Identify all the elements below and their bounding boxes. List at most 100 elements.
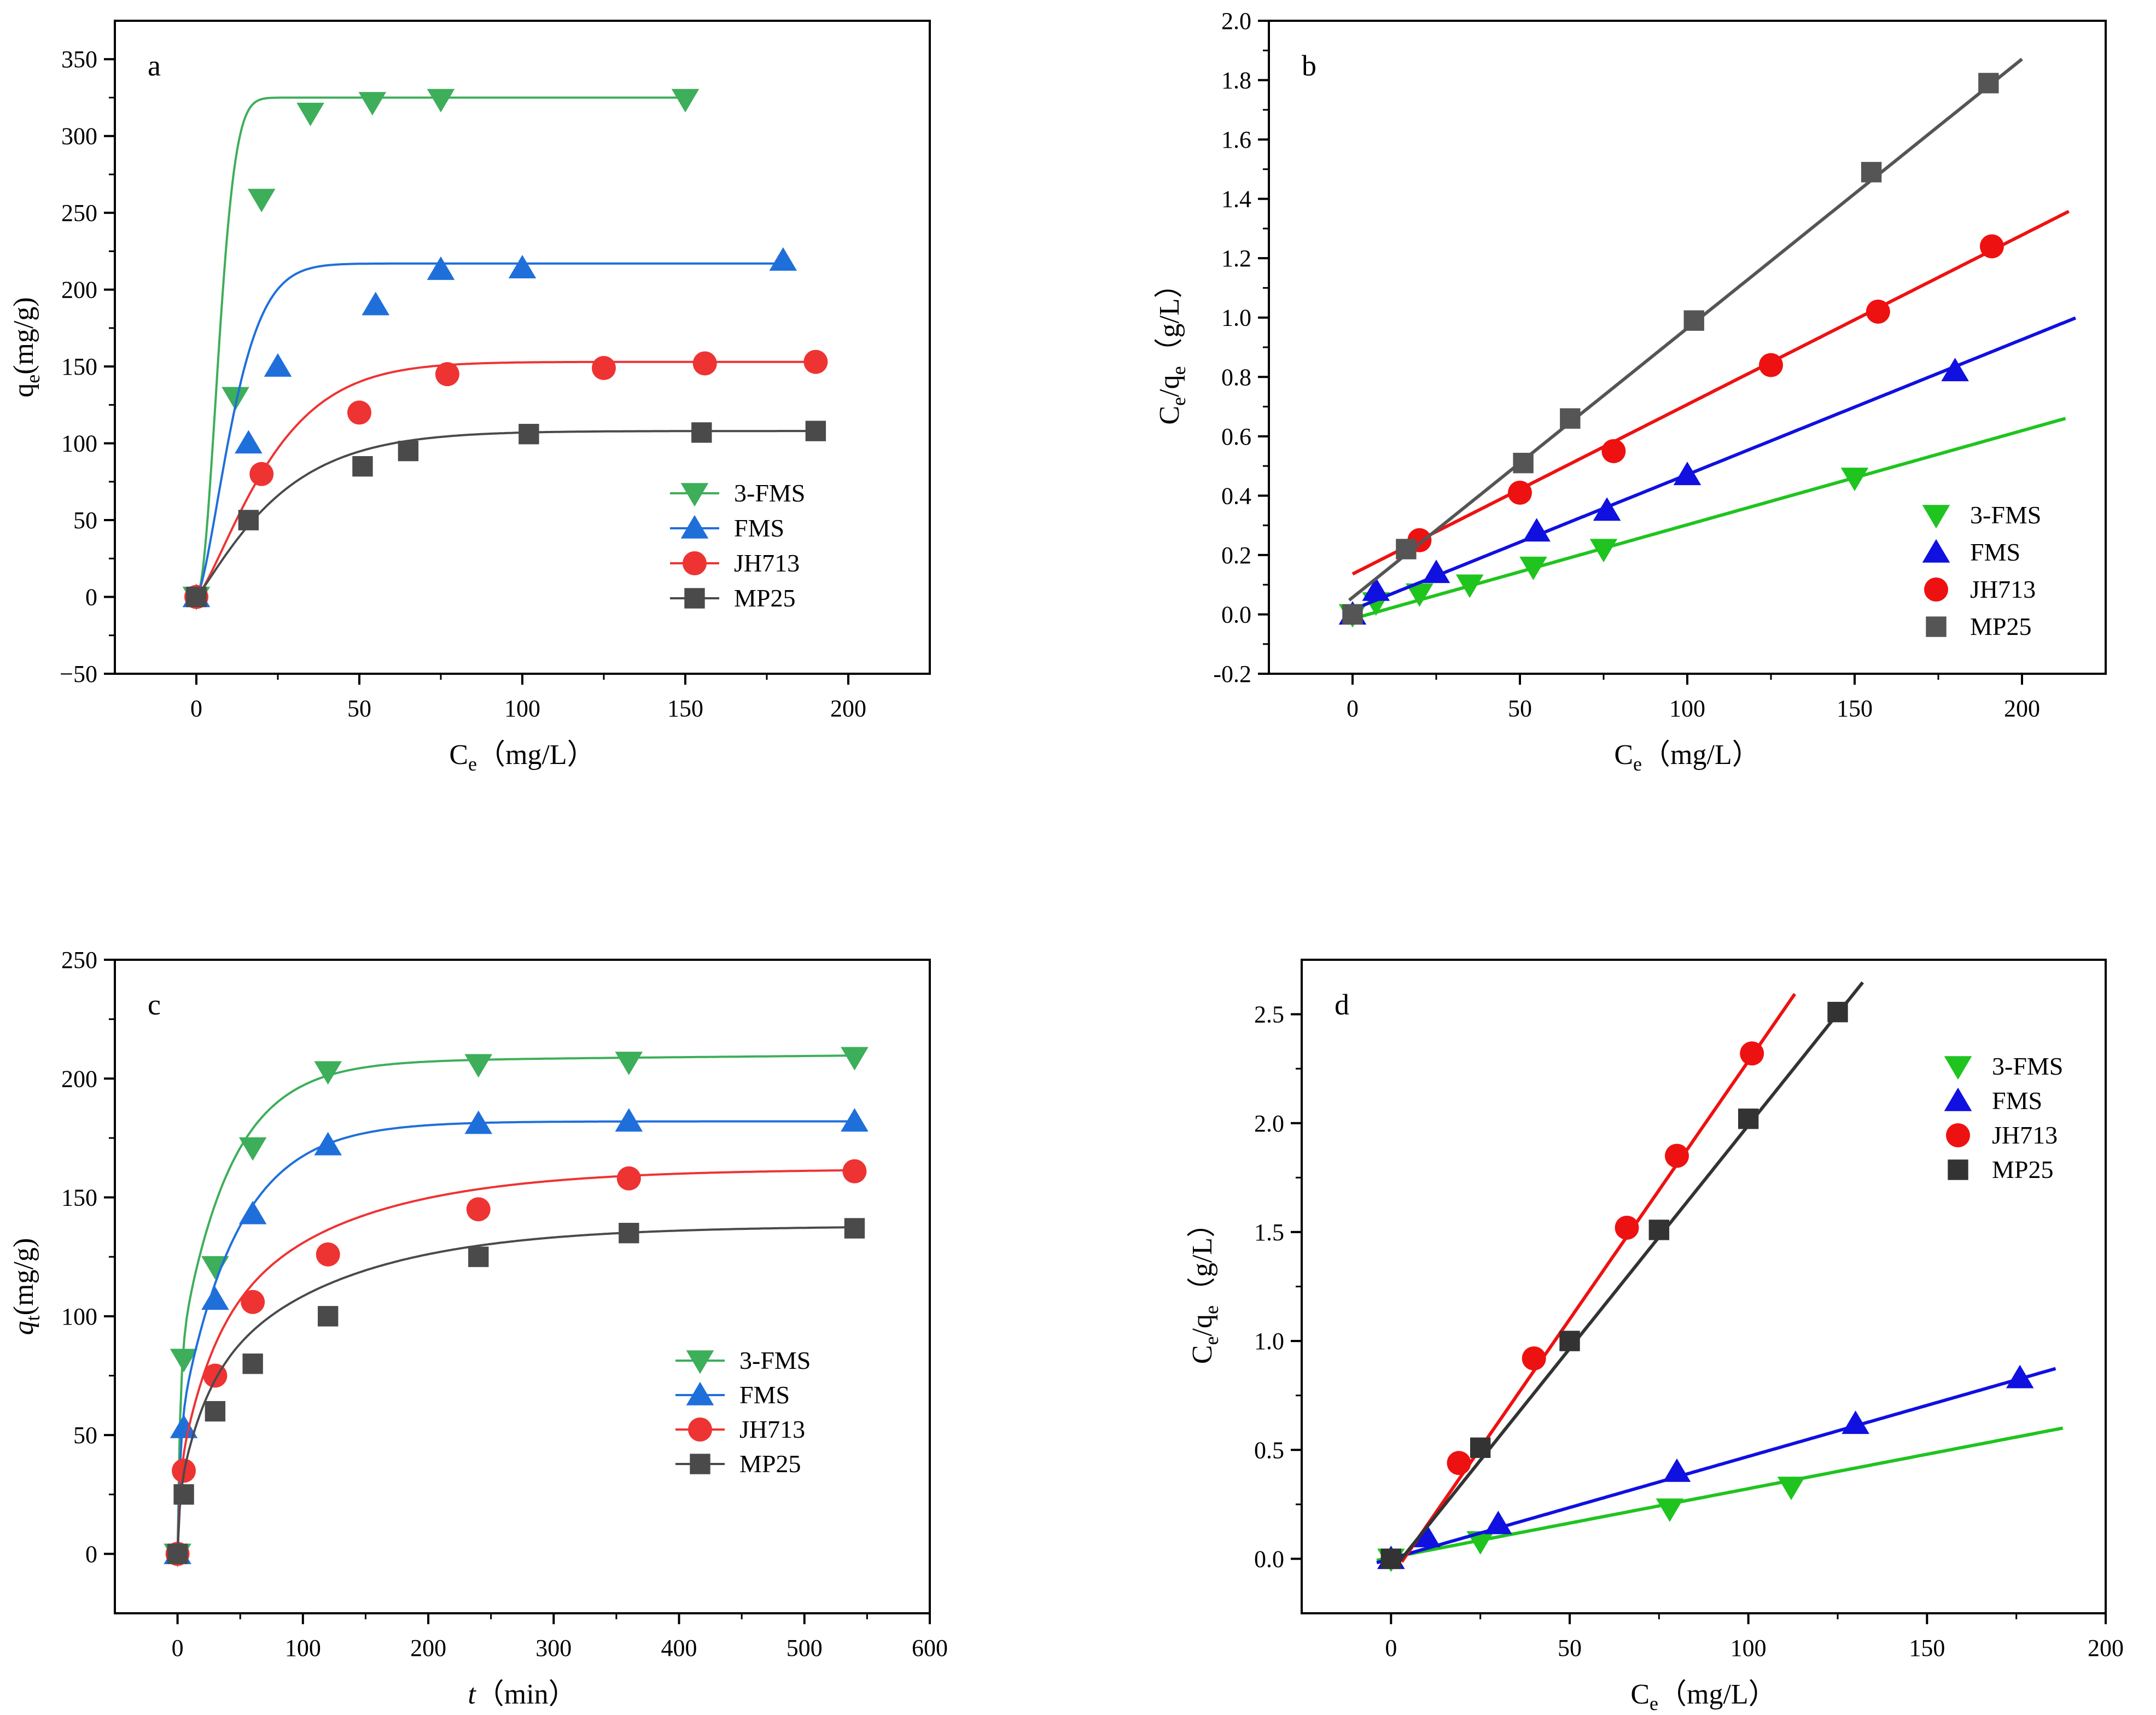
data-point	[1523, 518, 1551, 542]
series-mp25	[186, 421, 826, 608]
legend-marker	[1922, 539, 1950, 563]
data-point	[1508, 480, 1532, 505]
data-point	[1656, 1498, 1684, 1522]
data-point	[1941, 358, 1969, 382]
data-point	[1406, 583, 1434, 607]
data-point	[803, 349, 828, 374]
y-tick-label: 2.5	[1254, 1001, 1284, 1028]
x-tick-label: 200	[2088, 1635, 2124, 1661]
data-point	[1663, 1458, 1691, 1482]
panel-a-chart: 0 50 100 150 200 −50 0 50 100 150 200 250 300 350 Ce（m…	[8, 20, 931, 775]
data-point	[249, 462, 274, 486]
data-point	[592, 355, 616, 380]
data-point	[1484, 1510, 1512, 1535]
data-point	[352, 456, 373, 477]
fit-line-fms	[195, 262, 783, 598]
y-tick-label: 0.2	[1221, 542, 1251, 569]
data-point	[1559, 1331, 1580, 1351]
x-tick-label: 100	[1730, 1635, 1767, 1661]
legend-label: FMS	[734, 514, 784, 542]
data-point	[173, 1484, 194, 1505]
x-axis-title: Ce（mg/L）	[1630, 1679, 1776, 1714]
data-point	[1673, 462, 1702, 486]
data-point	[1759, 353, 1783, 377]
panel-label: a	[148, 49, 161, 82]
series-mp25	[1380, 981, 1864, 1570]
panel-c-chart: 0 100 200 300 400 500 600 0 50 100 150 200 250 t（min）…	[8, 947, 948, 1710]
y-tick-label: 0.8	[1221, 364, 1251, 390]
y-tick-label: 250	[61, 947, 97, 973]
data-point	[1342, 604, 1363, 625]
data-point	[1738, 1109, 1759, 1129]
legend-label: JH713	[734, 549, 800, 577]
data-point	[1665, 1144, 1689, 1168]
data-point	[616, 1166, 641, 1191]
x-tick-label: 0	[172, 1635, 184, 1661]
x-tick-label: 100	[504, 695, 540, 722]
x-tick-label: 100	[1669, 695, 1705, 722]
data-point	[1740, 1041, 1764, 1066]
legend-marker	[1924, 578, 1948, 602]
legend-label: FMS	[739, 1381, 790, 1409]
x-tick-label: 150	[667, 695, 703, 722]
data-point	[2006, 1364, 2034, 1389]
data-point	[242, 1354, 263, 1374]
fit-line-jh713	[1351, 209, 2070, 576]
y-tick-label: 0.0	[1254, 1545, 1284, 1572]
y-tick-label: 0.0	[1221, 601, 1251, 628]
legend-marker	[680, 515, 709, 539]
legend-marker	[1944, 1087, 1972, 1111]
data-point	[347, 400, 371, 425]
data-point	[464, 1110, 493, 1134]
legend: 3-FMS FMS JH713 MP25	[670, 479, 805, 612]
legend-marker	[1944, 1056, 1972, 1080]
data-point	[427, 256, 455, 280]
legend-marker	[1946, 1123, 1970, 1147]
y-axis-title: Ce/qe（g/L）	[1154, 270, 1190, 424]
legend-label: JH713	[739, 1415, 805, 1443]
y-tick-label: −50	[60, 661, 97, 687]
data-point	[692, 351, 717, 376]
panel-label: b	[1302, 49, 1316, 82]
y-tick-label: 2.0	[1254, 1110, 1284, 1137]
data-point	[358, 92, 387, 116]
data-point	[615, 1052, 643, 1076]
x-tick-label: 0	[1347, 695, 1359, 722]
data-point	[235, 430, 263, 454]
fit-line-3-fms	[176, 1054, 855, 1554]
panel-label: d	[1335, 988, 1349, 1021]
data-point	[842, 1159, 867, 1183]
panel-b-chart: 0 50 100 150 200 -0.2 0.0 0.2 0.4 0.6 0.8 1.0 1.2 1.4…	[1154, 8, 2107, 775]
data-point	[1978, 73, 1999, 94]
legend-marker	[1926, 616, 1947, 637]
data-point	[1466, 1531, 1494, 1555]
data-point	[468, 1246, 489, 1267]
x-axis-title: Ce（mg/L）	[449, 739, 595, 775]
legend-label: MP25	[1992, 1156, 2053, 1183]
y-tick-label: 1.8	[1221, 67, 1251, 94]
data-point	[205, 1401, 226, 1422]
data-point	[317, 1306, 339, 1327]
x-tick-label: 150	[1909, 1635, 1945, 1661]
y-tick-label: 300	[61, 123, 97, 150]
data-point	[241, 1290, 265, 1314]
y-axis-title: qt(mg/g)	[8, 1238, 44, 1335]
data-point	[201, 1286, 229, 1310]
data-point	[1777, 1477, 1805, 1501]
y-tick-label: 0.4	[1221, 482, 1251, 509]
y-tick-label: 1.0	[1254, 1328, 1284, 1355]
data-point	[1861, 162, 1882, 183]
y-tick-label: 2.0	[1221, 8, 1251, 34]
series-jh713	[165, 1159, 867, 1566]
data-point	[1513, 452, 1534, 474]
y-tick-label: 250	[61, 200, 97, 226]
data-point	[316, 1242, 340, 1267]
legend-marker	[688, 1418, 712, 1442]
data-point	[167, 1543, 188, 1565]
data-point	[170, 1414, 198, 1438]
y-tick-label: 150	[61, 353, 97, 380]
panel-d-chart: 0 50 100 150 200 0.0 0.5 1.0 1.5 2.0 2.5 Ce（mg/L） Ce…	[1187, 959, 2124, 1714]
data-point	[769, 247, 797, 271]
x-tick-label: 500	[786, 1635, 823, 1661]
